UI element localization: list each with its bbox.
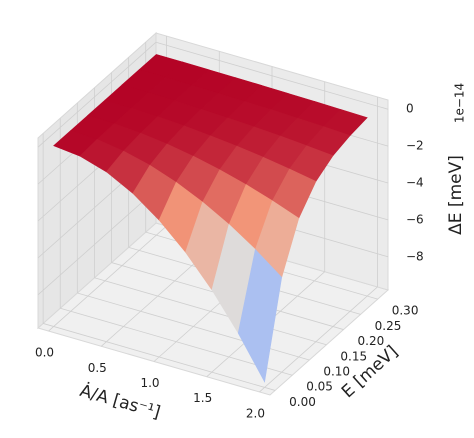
z-tick-label: 0 <box>406 102 414 116</box>
grid-line <box>48 225 167 332</box>
labels: 0.00.51.01.52.00.000.050.100.150.200.250… <box>35 102 424 421</box>
z-tick-label: −2 <box>406 139 424 153</box>
y-tick-label: 0.05 <box>306 380 333 394</box>
grid-line <box>60 307 293 376</box>
x-tick-label: 1.5 <box>193 391 212 405</box>
z-tick-label: −8 <box>406 249 424 263</box>
grid-line <box>155 41 389 110</box>
x-tick-label: 0.0 <box>35 346 54 360</box>
y-tick-label: 0.30 <box>392 304 419 318</box>
grid-line <box>37 41 157 148</box>
y-tick-label: 0.10 <box>323 365 350 379</box>
grid-line <box>77 292 310 361</box>
y-tick-label: 0.20 <box>358 334 385 348</box>
x-tick-label: 1.0 <box>140 376 159 390</box>
y-tick-label: 0.00 <box>289 395 316 409</box>
z-offset-text: 1e−14 <box>453 83 467 123</box>
grid-line <box>94 277 327 346</box>
surface-patch <box>237 248 283 383</box>
x-tick-label: 2.0 <box>246 406 265 420</box>
y-tick-label: 0.15 <box>340 349 367 363</box>
grid-line <box>37 189 157 296</box>
z-axis-label: ΔE [meV] <box>446 155 466 235</box>
grid-line <box>43 323 276 391</box>
z-tick-label: −4 <box>406 176 424 190</box>
grid-line <box>259 286 378 393</box>
surface <box>53 54 368 383</box>
x-tick-label: 0.5 <box>88 361 107 375</box>
z-tick-label: −6 <box>406 212 424 226</box>
y-tick-label: 0.25 <box>375 319 402 333</box>
